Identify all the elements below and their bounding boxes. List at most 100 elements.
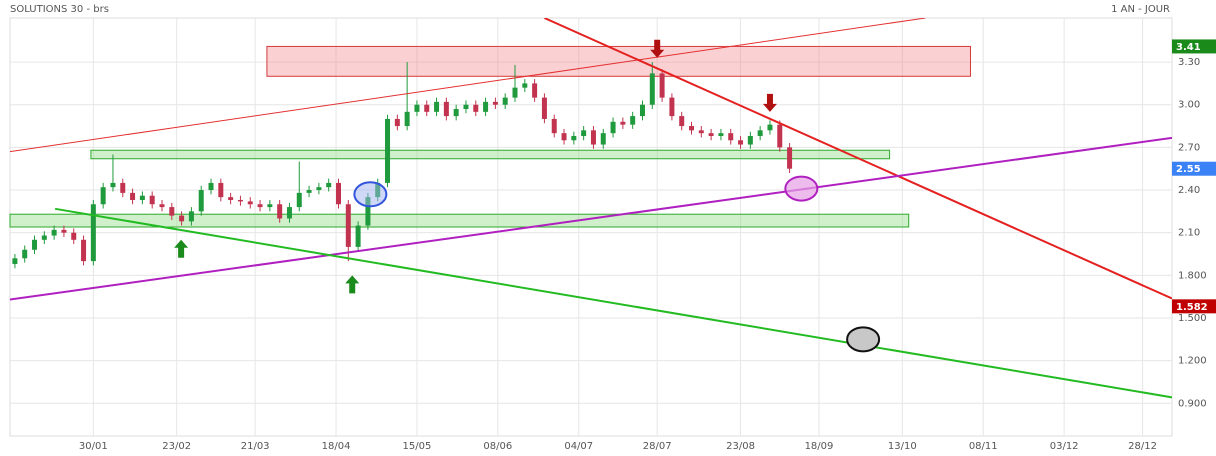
candle-body [708,133,714,137]
candle-body [610,121,616,134]
price-badge [1172,161,1216,176]
y-tick-label: 2.10 [1178,228,1200,239]
candle-body [81,239,87,262]
candle-body [492,101,498,105]
x-tick-label: 08/06 [483,441,512,452]
candle-body [747,136,753,145]
price-badge [1172,39,1216,54]
candle-body [100,187,106,205]
candle-body [365,197,371,226]
candle-body [453,108,459,117]
candle-body [394,118,400,127]
candle-body [159,204,165,208]
y-tick-label: 2.40 [1178,185,1200,196]
candle-body [767,124,773,131]
candle-body [110,182,116,188]
trendline [10,18,926,153]
candle-body [120,182,126,193]
candle-body [22,249,28,259]
highlight-ellipse [846,326,881,353]
candle-body [296,192,302,208]
candle-body [169,207,175,216]
candle-body [522,83,528,88]
candle-body [267,204,273,208]
candle-body [659,73,665,98]
period-label: 1 AN - JOUR [1111,4,1170,15]
candle-body [698,130,704,134]
candle-body [532,83,538,98]
candle-body [787,147,793,169]
candle-body [434,101,440,112]
candle-body [335,182,341,205]
candle-body [561,133,567,141]
trendline [10,136,1172,301]
candle-body [483,101,489,112]
candle-body [718,133,724,137]
candle-body [179,215,185,222]
candle-body [237,199,243,202]
candle-body [620,121,626,125]
candle-body [326,182,332,188]
candle-body [463,104,469,109]
candle-body [90,204,96,262]
price-badge-label: 1.582 [1176,302,1208,313]
candle-body [316,187,322,191]
candle-body [51,229,57,236]
candle-body [757,130,763,137]
y-tick-label: 2.70 [1178,142,1200,153]
x-tick-label: 28/12 [1128,441,1157,452]
candle-body [590,130,596,145]
candle-body [198,190,204,212]
arrow [762,93,777,112]
candle-body [277,204,283,219]
x-tick-label: 28/07 [643,441,672,452]
candle-body [139,195,145,200]
y-tick-label: 1.500 [1178,313,1207,324]
candle-body [61,229,67,233]
y-tick-label: 1.800 [1178,270,1207,281]
candle-body [130,192,136,200]
candle-body [71,232,77,240]
candle-body [689,126,695,131]
candle-body [306,190,312,193]
x-tick-label: 30/01 [79,441,108,452]
zone [9,213,910,228]
x-tick-label: 04/07 [564,441,593,452]
candle-body [41,235,47,240]
arrow [174,239,189,258]
candle-body [345,204,351,247]
candle-body [385,118,391,183]
candle-body [777,124,783,148]
x-tick-label: 18/09 [805,441,834,452]
trendline [54,207,1172,399]
candle-body [571,136,577,141]
candle-body [188,211,194,222]
x-tick-label: 08/11 [969,441,998,452]
x-tick-label: 18/04 [322,441,351,452]
candle-body [512,87,518,98]
candle-body [228,197,234,200]
chart-title: SOLUTIONS 30 - brs [10,4,109,15]
candle-body [649,73,655,105]
candle-body [502,97,508,105]
y-tick-label: 0.900 [1178,398,1207,409]
candle-body [630,116,636,125]
y-tick-label: 3.00 [1178,100,1200,111]
candle-body [639,104,645,117]
candle-body [669,97,675,117]
candle-body [424,104,430,112]
x-tick-label: 23/08 [726,441,755,452]
x-tick-label: 23/02 [162,441,191,452]
price-badge [1172,299,1216,314]
candle-body [12,258,18,264]
highlight-ellipse [353,181,388,208]
candle-body [728,133,734,141]
candle-body [600,133,606,145]
candle-body [257,204,263,208]
candle-body [355,225,361,247]
candle-body [208,182,214,191]
highlight-ellipse [784,175,819,202]
arrow [650,39,665,58]
candle-body [541,97,547,119]
